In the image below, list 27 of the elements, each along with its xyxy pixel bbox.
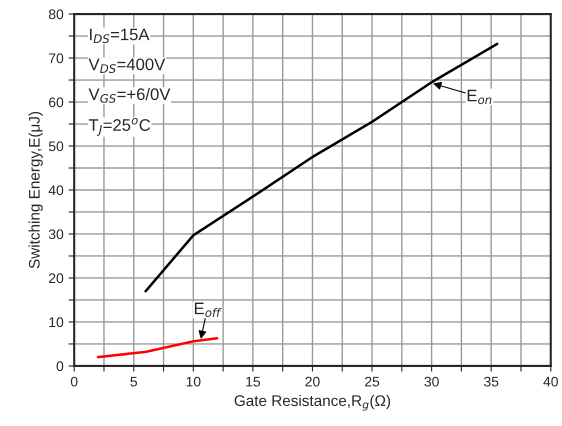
y-tick-label: 70 xyxy=(49,53,64,64)
annotation: E$_{off}$ xyxy=(194,302,222,318)
annotation: T$_{J}$=25$^{o}$C xyxy=(88,118,150,136)
x-tick-label: 35 xyxy=(484,376,498,387)
y-tick-label: 20 xyxy=(49,273,64,284)
y-tick-label: 30 xyxy=(48,229,64,240)
x-tick-label: 0 xyxy=(70,376,78,387)
x-axis-title: Gate Resistance,R$_{g}$(Ω) xyxy=(234,394,390,411)
y-tick-label: 10 xyxy=(49,317,64,328)
y-tick-label: 60 xyxy=(49,97,64,108)
y-tick-label: 80 xyxy=(48,9,64,20)
x-tick-label: 15 xyxy=(246,376,260,387)
annotation: I$_{DS}$=15A xyxy=(90,28,150,44)
y-tick-label: 50 xyxy=(48,141,64,152)
x-tick-label: 25 xyxy=(365,376,380,387)
x-tick-label: 10 xyxy=(186,376,201,387)
annotation: V$_{GS}$=+6/0V xyxy=(88,88,170,103)
annotation: V$_{DS}$=400V xyxy=(88,58,166,73)
x-tick-label: 5 xyxy=(130,376,138,387)
y-tick-label: 40 xyxy=(48,185,64,196)
y-tick-label: 0 xyxy=(56,361,64,372)
x-tick-label: 30 xyxy=(424,376,439,387)
line-series xyxy=(96,336,218,358)
x-tick-label: 40 xyxy=(543,376,558,387)
x-tick-label: 20 xyxy=(305,376,320,387)
annotation: E$_{on}$ xyxy=(468,90,492,104)
y-axis-title: Switching Energy,E(μJ) xyxy=(28,112,43,268)
